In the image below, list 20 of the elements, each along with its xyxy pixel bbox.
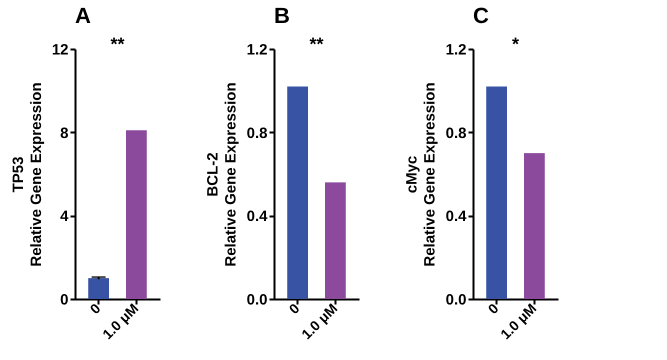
y-tick-label: 8: [60, 124, 68, 142]
y-tick-label: 12: [52, 42, 68, 58]
y-tick-label: 0.0: [246, 292, 268, 308]
chart-title: B: [274, 3, 290, 28]
y-tick-label: 1.2: [446, 42, 466, 58]
chart-title: A: [75, 3, 91, 28]
y-tick-label: 0.4: [446, 208, 468, 226]
y-axis-title: BCL-2 Relative Gene Expression: [204, 82, 240, 267]
y-axis-title: cMyc Relative Gene Expression: [404, 82, 439, 267]
annotation: **: [309, 34, 324, 54]
y-tick-label: 0.8: [246, 124, 268, 142]
y-tick-label: 1.2: [246, 42, 268, 58]
y-tick-label: 4: [60, 208, 70, 226]
y-tick-label: 0.8: [446, 124, 466, 142]
chart-title: C: [473, 3, 489, 28]
y-axis-title: TP53 Relative Gene Expression: [10, 82, 45, 267]
annotation: *: [512, 34, 520, 54]
y-tick-label: 0.0: [446, 292, 466, 308]
y-tick-label: 0.4: [246, 208, 268, 226]
annotation: **: [110, 34, 125, 54]
